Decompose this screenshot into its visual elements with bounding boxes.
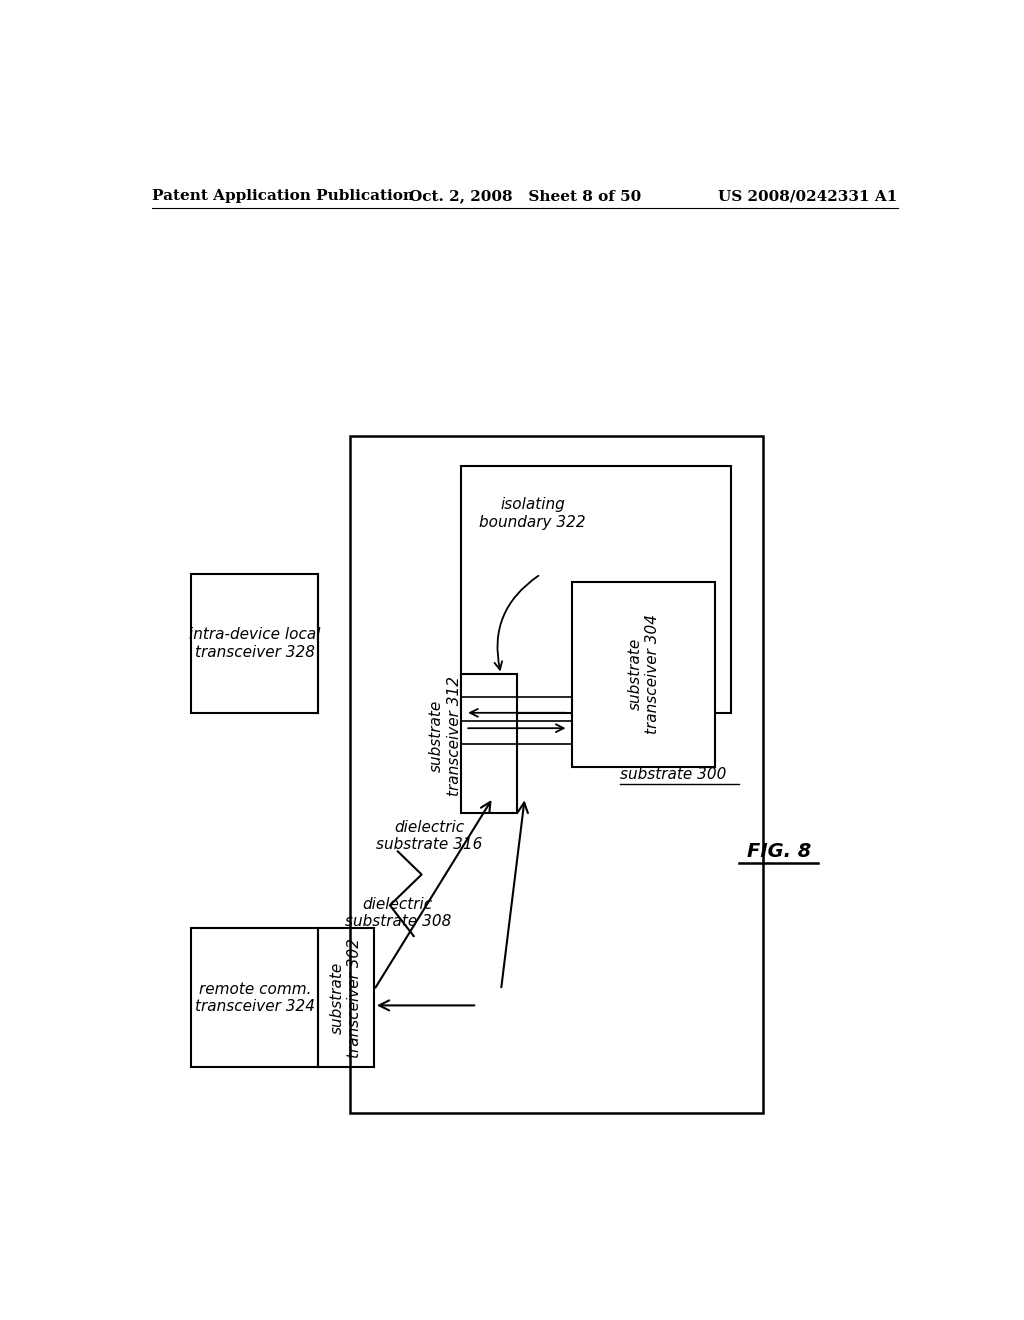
Text: remote comm.
transceiver 324: remote comm. transceiver 324: [195, 982, 315, 1014]
Bar: [461, 675, 517, 813]
Text: substrate 300: substrate 300: [621, 767, 726, 781]
Bar: [350, 436, 763, 1113]
Text: substrate
transceiver 304: substrate transceiver 304: [628, 614, 660, 734]
Bar: [572, 582, 716, 767]
Text: intra-device local
transceiver 328: intra-device local transceiver 328: [189, 627, 321, 660]
Text: dielectric
substrate 308: dielectric substrate 308: [345, 896, 451, 929]
Text: Patent Application Publication: Patent Application Publication: [152, 189, 414, 203]
Text: US 2008/0242331 A1: US 2008/0242331 A1: [719, 189, 898, 203]
Text: substrate
transceiver 312: substrate transceiver 312: [429, 676, 462, 796]
Bar: [461, 466, 731, 713]
Text: Oct. 2, 2008   Sheet 8 of 50: Oct. 2, 2008 Sheet 8 of 50: [409, 189, 641, 203]
Bar: [191, 928, 318, 1067]
Bar: [191, 574, 318, 713]
Text: substrate
transceiver 302: substrate transceiver 302: [330, 937, 362, 1057]
Text: isolating
boundary 322: isolating boundary 322: [479, 498, 586, 529]
Text: FIG. 8: FIG. 8: [746, 842, 811, 861]
Text: dielectric
substrate 316: dielectric substrate 316: [377, 820, 482, 853]
